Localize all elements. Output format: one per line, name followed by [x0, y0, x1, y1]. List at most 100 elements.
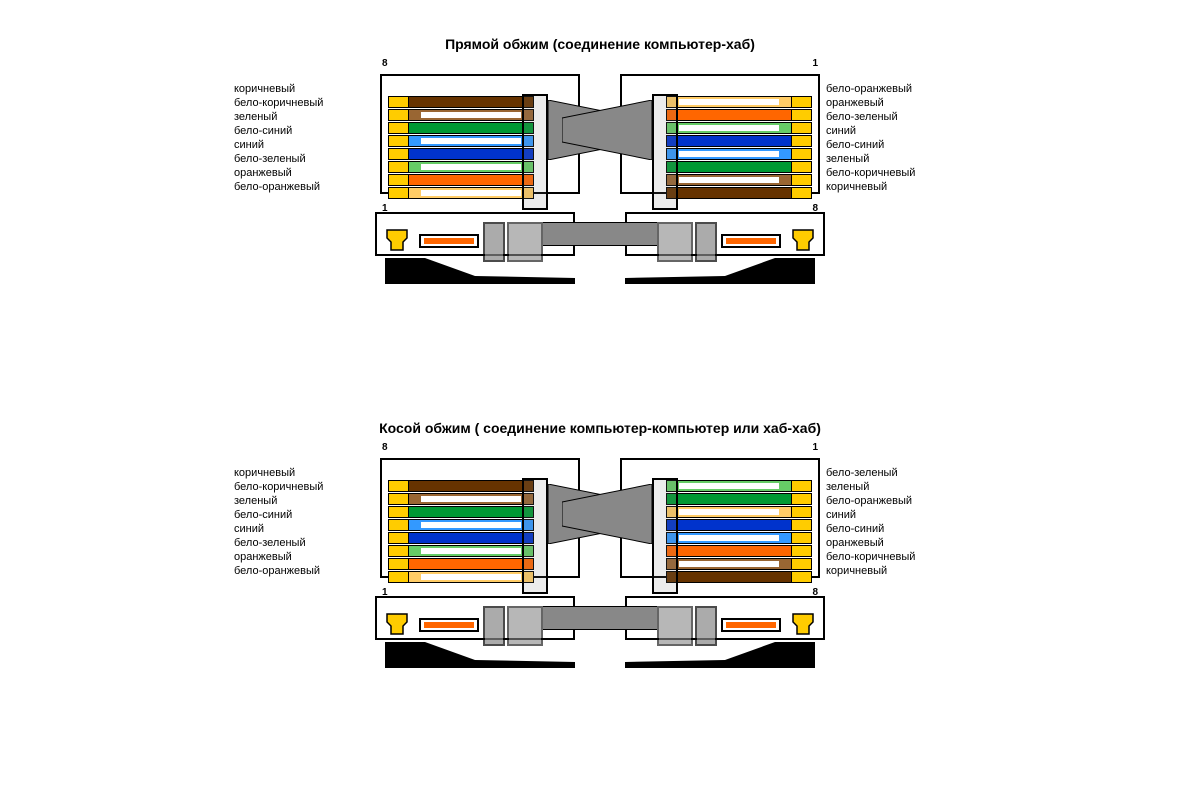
cable-out-icon	[562, 100, 652, 160]
wire-color-label: бело-оранжевый	[826, 494, 966, 508]
wire-body	[667, 494, 791, 504]
wire-color-label: бело-синий	[234, 124, 374, 138]
wire-color-label: коричневый	[826, 564, 966, 578]
side-wire-inner	[424, 238, 474, 244]
wire-color-label: зеленый	[234, 110, 374, 124]
wire-pin	[389, 110, 409, 120]
section1-connector-pair: 8 1 1 8	[380, 60, 820, 200]
section2-sideview-row	[0, 590, 1200, 670]
wire	[666, 161, 812, 173]
wire-pin	[389, 546, 409, 556]
wire-pin	[791, 533, 811, 543]
wire-color-label: бело-коричневый	[826, 166, 966, 180]
wire	[388, 148, 534, 160]
gold-contact-icon	[385, 228, 409, 252]
wire	[666, 558, 812, 570]
wire	[388, 506, 534, 518]
wire-color-label: оранжевый	[826, 96, 966, 110]
wire-pin	[791, 149, 811, 159]
wire-color-label: бело-коричневый	[234, 480, 374, 494]
wire-stack	[666, 480, 812, 583]
section1-left-labels: коричневыйбело-коричневыйзеленыйбело-син…	[234, 60, 374, 194]
wire-pin	[389, 533, 409, 543]
wire-body	[409, 97, 533, 107]
wire-pin	[389, 149, 409, 159]
side-cable	[577, 606, 657, 630]
wire	[388, 558, 534, 570]
wire-body	[667, 481, 791, 491]
wire-color-label: бело-зеленый	[234, 536, 374, 550]
wire-pin	[389, 559, 409, 569]
wire-pin	[791, 559, 811, 569]
side-cable	[577, 222, 657, 246]
wire-color-label: оранжевый	[826, 536, 966, 550]
wire-color-label: синий	[826, 508, 966, 522]
wire-color-label: бело-синий	[234, 508, 374, 522]
wire-body	[409, 572, 533, 582]
wire-color-label: зеленый	[826, 152, 966, 166]
wire-color-label: бело-зеленый	[826, 466, 966, 480]
wire-color-label: бело-синий	[826, 522, 966, 536]
wire-color-label: бело-зеленый	[826, 110, 966, 124]
section2-left-connector-side	[375, 590, 595, 670]
section2-right-connector-side	[605, 590, 825, 670]
wire-color-label: бело-синий	[826, 138, 966, 152]
wire-body	[667, 533, 791, 543]
wire-pin	[389, 494, 409, 504]
wire-pin	[389, 175, 409, 185]
side-wire-window	[419, 234, 479, 248]
wire	[388, 571, 534, 583]
wire-body	[409, 162, 533, 172]
section1-topview-row: коричневыйбело-коричневыйзеленыйбело-син…	[0, 60, 1200, 200]
wire-body	[409, 533, 533, 543]
latch-icon	[385, 640, 575, 668]
side-wire-window	[419, 618, 479, 632]
wire-pin	[791, 162, 811, 172]
wire-pin	[791, 546, 811, 556]
wire-body	[667, 559, 791, 569]
wire	[666, 148, 812, 160]
gold-contact-icon	[791, 612, 815, 636]
wire-body	[409, 175, 533, 185]
wire-pin	[389, 188, 409, 198]
cable-out-icon	[562, 484, 652, 544]
wire	[666, 187, 812, 199]
wire-color-label: зеленый	[234, 494, 374, 508]
crossover-crimp-section: Косой обжим ( соединение компьютер-компь…	[0, 420, 1200, 670]
wire	[388, 532, 534, 544]
wire-pin	[791, 507, 811, 517]
section2-topview-row: коричневыйбело-коричневыйзеленыйбело-син…	[0, 444, 1200, 584]
wire-body	[409, 546, 533, 556]
wire-color-label: коричневый	[826, 180, 966, 194]
wire-body	[409, 110, 533, 120]
wire-color-label: коричневый	[234, 82, 374, 96]
section2-right-connector-top: 1 8	[600, 444, 820, 584]
wire	[388, 174, 534, 186]
latch-icon	[625, 256, 815, 284]
wire	[666, 109, 812, 121]
wire-color-label: синий	[234, 138, 374, 152]
section1-sideview-row	[0, 206, 1200, 286]
wire-pin	[389, 123, 409, 133]
wire-pin	[389, 162, 409, 172]
wire-pin	[791, 520, 811, 530]
section2-connector-pair: 8 1 1 8	[380, 444, 820, 584]
wire-color-label: бело-оранжевый	[826, 82, 966, 96]
wire	[666, 545, 812, 557]
wire-body	[409, 559, 533, 569]
wire-body	[667, 162, 791, 172]
wire-color-label: синий	[826, 124, 966, 138]
wire	[388, 187, 534, 199]
wire-body	[667, 97, 791, 107]
wire-color-label: оранжевый	[234, 166, 374, 180]
wire-pin	[791, 97, 811, 107]
straight-crimp-section: Прямой обжим (соединение компьютер-хаб) …	[0, 36, 1200, 286]
wire	[666, 96, 812, 108]
wire-body	[667, 175, 791, 185]
wire	[388, 109, 534, 121]
wire	[666, 480, 812, 492]
wire	[666, 122, 812, 134]
wire	[388, 545, 534, 557]
section1-right-connector-side	[605, 206, 825, 286]
wire	[666, 532, 812, 544]
